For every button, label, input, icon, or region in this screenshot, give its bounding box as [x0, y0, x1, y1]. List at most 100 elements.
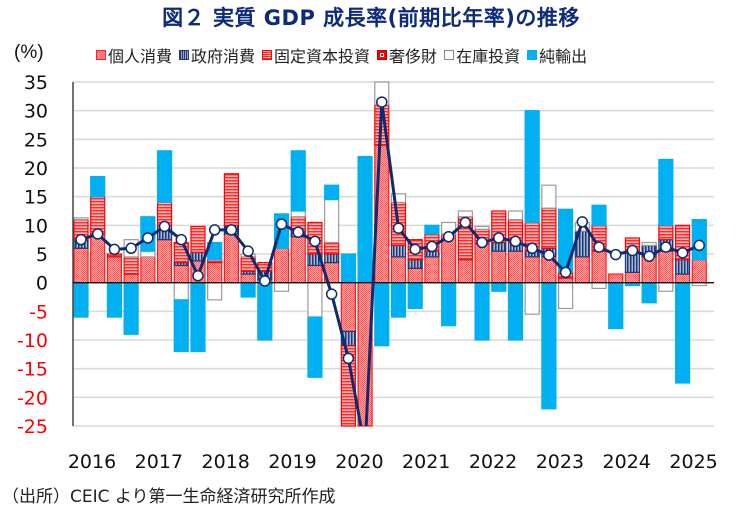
legend-item-government: 政府消費	[179, 43, 255, 67]
source-note: （出所）CEIC より第一生命経済研究所作成	[2, 487, 336, 507]
gdp-growth-point	[175, 233, 188, 246]
gdp-growth-point	[459, 216, 472, 229]
y-tick-label: 25	[24, 129, 48, 151]
x-tick-label: 2018	[202, 451, 250, 473]
bar-segment-consumption	[340, 282, 356, 332]
x-tick-label: 2016	[68, 451, 116, 473]
bar-segment-net-exports	[491, 282, 507, 292]
gdp-growth-point	[526, 242, 538, 255]
bar-segment-net-exports	[641, 282, 657, 304]
gdp-growth-point	[509, 235, 522, 248]
legend-label: 奢侈財	[389, 47, 438, 66]
bar-segment-consumption	[474, 243, 490, 284]
bar-segment-inventory	[541, 184, 557, 209]
gdp-growth-point	[208, 224, 221, 236]
bar-segment-consumption	[240, 273, 256, 284]
legend-swatch-government-icon	[179, 50, 190, 60]
y-tick-label: -5	[29, 301, 48, 323]
gdp-growth-point	[442, 231, 455, 243]
gdp-growth-point	[192, 270, 204, 282]
bar-segment-consumption	[574, 256, 590, 284]
bar-segment-consumption	[558, 277, 574, 284]
bar-segment-consumption	[691, 259, 707, 284]
bar-segment-net-exports	[257, 282, 273, 341]
bar-segment-inventory	[474, 225, 490, 230]
gdp-growth-point	[476, 236, 488, 249]
legend-swatch-luxury-icon	[377, 50, 388, 60]
bar-segment-inventory	[507, 210, 524, 221]
bar-segment-consumption	[524, 256, 540, 284]
bar-segment-inventory	[73, 217, 89, 221]
y-tick-label: -20	[17, 387, 48, 409]
bar-segment-consumption	[390, 256, 407, 284]
gdp-growth-point	[676, 247, 689, 259]
bar-segment-consumption	[223, 233, 239, 284]
gdp-growth-point	[108, 243, 121, 256]
bar-segment-net-exports	[390, 282, 407, 318]
legend-swatch-investment-icon	[262, 50, 273, 60]
gdp-growth-point	[158, 220, 171, 233]
bar-segment-net-exports	[190, 282, 206, 353]
x-tick-label: 2020	[335, 451, 383, 473]
bar-segment-consumption	[273, 247, 290, 284]
bar-segment-consumption	[424, 256, 440, 284]
gdp-growth-point	[409, 243, 421, 256]
bar-segment-net-exports	[173, 299, 189, 353]
y-tick-label: 15	[24, 187, 48, 209]
bar-segment-inventory	[207, 282, 223, 301]
gdp-growth-point	[392, 222, 405, 234]
gdp-growth-point	[75, 233, 87, 246]
gdp-growth-point	[342, 352, 355, 365]
bar-segment-consumption	[140, 256, 156, 284]
gdp-growth-point	[559, 266, 572, 279]
bar-segment-inventory	[173, 282, 189, 301]
bar-segment-investment	[123, 256, 139, 275]
legend-swatch-consumption-icon	[96, 50, 106, 60]
y-tick-label: 5	[36, 244, 48, 266]
y-tick-label: 35	[24, 72, 48, 94]
bar-segment-inventory	[658, 282, 674, 292]
x-tick-label: 2019	[268, 451, 316, 473]
bar-segment-net-exports	[441, 282, 457, 327]
bar-segment-consumption	[156, 239, 173, 284]
bar-segment-net-exports	[357, 155, 373, 284]
bar-segment-net-exports	[73, 282, 89, 318]
bar-segment-government	[390, 244, 407, 258]
bar-segment-inventory	[324, 198, 340, 244]
bar-segment-net-exports	[307, 316, 323, 378]
chart-legend: 個人消費 政府消費 固定資本投資 奢侈財 在庫投資 純輸出	[96, 43, 587, 67]
bar-segment-net-exports	[424, 224, 440, 235]
bar-segment-inventory	[641, 241, 657, 247]
x-tick-label: 2024	[603, 451, 651, 473]
bar-segment-inventory	[558, 282, 574, 310]
bar-segment-net-exports	[156, 150, 173, 204]
x-tick-label: 2021	[402, 451, 450, 473]
gdp-growth-point	[660, 241, 672, 253]
bar-segment-inventory	[390, 193, 407, 204]
gdp-growth-point	[693, 239, 706, 252]
bar-segment-consumption	[207, 262, 223, 284]
bar-segment-inventory	[273, 282, 290, 292]
y-tick-label: -15	[17, 359, 48, 381]
bar-segment-inventory	[307, 282, 323, 318]
bar-segment-consumption	[123, 273, 139, 284]
y-tick-label: -25	[17, 416, 48, 438]
bar-segment-inventory	[457, 210, 473, 218]
y-tick-label: 20	[24, 158, 48, 180]
x-tick-label: 2017	[135, 451, 183, 473]
gdp-growth-point	[325, 288, 338, 300]
bar-segment-consumption	[457, 259, 473, 284]
bar-segment-investment	[223, 173, 239, 226]
x-tick-label: 2025	[669, 451, 717, 473]
bar-segment-net-exports	[524, 110, 540, 224]
bar-segment-consumption	[307, 264, 323, 284]
gdp-growth-point	[91, 228, 104, 240]
x-tick-label: 2023	[536, 451, 584, 473]
gdp-growth-point	[225, 224, 238, 236]
bar-segment-government	[491, 241, 507, 252]
bar-segment-net-exports	[123, 282, 139, 335]
y-axis-unit-label: (%)	[14, 42, 44, 63]
legend-item-luxury: 奢侈財	[377, 43, 437, 67]
gdp-growth-point	[275, 218, 288, 230]
